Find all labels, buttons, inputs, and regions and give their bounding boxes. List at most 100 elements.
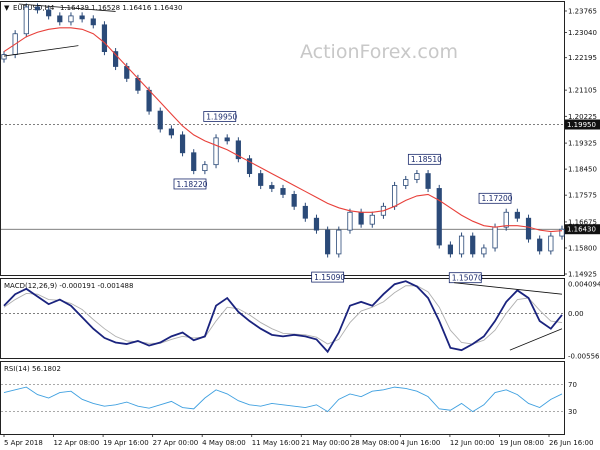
price-tag-label: 1.19950 xyxy=(567,121,596,129)
candle-body xyxy=(101,24,108,53)
chart-ohlc: 1.16439 1.16528 1.16416 1.16430 xyxy=(60,4,182,12)
price-tag-box xyxy=(565,119,600,130)
macd-tick-label: 0.00 xyxy=(568,310,584,318)
price-tick-label: 1.16675 xyxy=(568,218,597,226)
price-label: 1.15070 xyxy=(452,273,483,282)
price-label-box xyxy=(478,192,512,204)
candle-body xyxy=(57,15,63,23)
price-label-box xyxy=(203,111,237,122)
candle-body xyxy=(258,173,264,186)
x-tick-label: 11 May 16:00 xyxy=(252,439,300,447)
candle-body xyxy=(391,185,398,207)
candle-body xyxy=(46,9,52,17)
price-tick-label: 1.21105 xyxy=(568,87,597,95)
price-label-box xyxy=(448,272,482,284)
candle-body xyxy=(458,235,465,255)
candle-body xyxy=(414,173,420,180)
macd-tick-label: -0.005568 xyxy=(568,353,600,361)
candle-body xyxy=(280,188,286,195)
rsi-tick-label: 30 xyxy=(568,408,577,416)
price-tag-label: 1.16430 xyxy=(567,226,596,234)
candle-body xyxy=(235,140,241,160)
candle-body xyxy=(113,51,119,67)
candle-body xyxy=(336,229,342,255)
candle-body xyxy=(191,152,197,172)
x-tick-label: 27 Apr 00:00 xyxy=(153,439,199,447)
watermark: ActionForex.com xyxy=(300,41,458,63)
candle-body xyxy=(168,128,174,136)
candle-body xyxy=(525,217,532,240)
candle-body xyxy=(548,235,554,252)
x-tick-label: 19 Jun 08:00 xyxy=(499,439,543,447)
price-tick-label: 1.23040 xyxy=(568,29,597,37)
candle-body xyxy=(559,228,565,237)
candle-body xyxy=(514,211,520,219)
candle-body xyxy=(447,244,454,255)
candle-body xyxy=(34,6,41,11)
moving-average-line xyxy=(3,27,563,233)
x-tick-label: 4 Jun 16:00 xyxy=(400,439,440,447)
price-label: 1.15090 xyxy=(314,273,345,282)
candle-body xyxy=(269,185,275,189)
candle-body xyxy=(492,226,498,249)
price-panel xyxy=(0,1,565,276)
x-tick-label: 28 May 08:00 xyxy=(351,439,399,447)
candle-body xyxy=(1,54,7,60)
macd-trendline-1 xyxy=(509,328,563,351)
price-trendline-upper xyxy=(18,3,116,12)
x-tick-label: 19 Apr 16:00 xyxy=(103,439,149,447)
candle-body xyxy=(425,173,431,189)
x-tick-label: 26 Jun 16:00 xyxy=(549,439,593,447)
candle-body xyxy=(157,110,163,130)
price-tick-label: 1.20225 xyxy=(568,113,597,121)
price-tick-label: 1.14925 xyxy=(568,271,597,279)
rsi-title: RSI(14) 56.1802 xyxy=(4,365,61,373)
rsi-line xyxy=(3,386,563,413)
candle-body xyxy=(213,137,219,166)
x-tick-label: 21 May 00:00 xyxy=(301,439,349,447)
price-tick-label: 1.18450 xyxy=(568,166,597,174)
candle-body xyxy=(369,214,375,225)
candle-body xyxy=(481,247,487,255)
candle-body xyxy=(325,229,331,255)
candle-body xyxy=(246,158,253,174)
macd-tick-label: 0.004094 xyxy=(568,281,600,289)
x-tick-label: 5 Apr 2018 xyxy=(4,439,43,447)
candle-body xyxy=(68,15,74,23)
price-tag-box xyxy=(565,224,600,235)
price-label: 1.18220 xyxy=(177,180,208,189)
price-tick-label: 1.17575 xyxy=(568,192,597,200)
rsi-panel xyxy=(0,361,565,435)
candle-body xyxy=(179,134,186,154)
candle-body xyxy=(202,164,208,172)
price-label: 1.17200 xyxy=(482,194,513,203)
candle-body xyxy=(470,235,476,255)
candle-body xyxy=(302,205,308,219)
candle-body xyxy=(313,217,320,231)
candle-body xyxy=(436,188,442,246)
price-label-box xyxy=(407,153,441,165)
macd-trendline-0 xyxy=(454,282,563,295)
candle-body xyxy=(224,137,230,142)
x-tick-label: 12 Jun 00:00 xyxy=(450,439,494,447)
menu-triangle-icon[interactable]: ▼ xyxy=(4,4,10,12)
candle-body xyxy=(90,18,96,26)
price-tick-label: 1.19325 xyxy=(568,140,597,148)
candle-body xyxy=(146,89,152,112)
macd-title: MACD(12,26,9) -0.000191 -0.001488 xyxy=(4,282,133,290)
candle-body xyxy=(503,211,509,228)
candle-body xyxy=(358,211,364,225)
price-label-box xyxy=(311,271,345,283)
macd-panel xyxy=(0,278,565,359)
candle-body xyxy=(79,15,85,20)
candle-body xyxy=(347,211,353,231)
candle-body xyxy=(403,179,409,186)
price-tick-label: 1.22195 xyxy=(568,54,597,62)
price-trendline-lower xyxy=(3,45,79,57)
macd-line xyxy=(3,280,563,354)
price-label: 1.18510 xyxy=(411,155,442,164)
candle-body xyxy=(537,238,543,252)
chart-symbol: EURUSD,H4 xyxy=(13,4,55,12)
price-label: 1.19950 xyxy=(206,112,237,121)
